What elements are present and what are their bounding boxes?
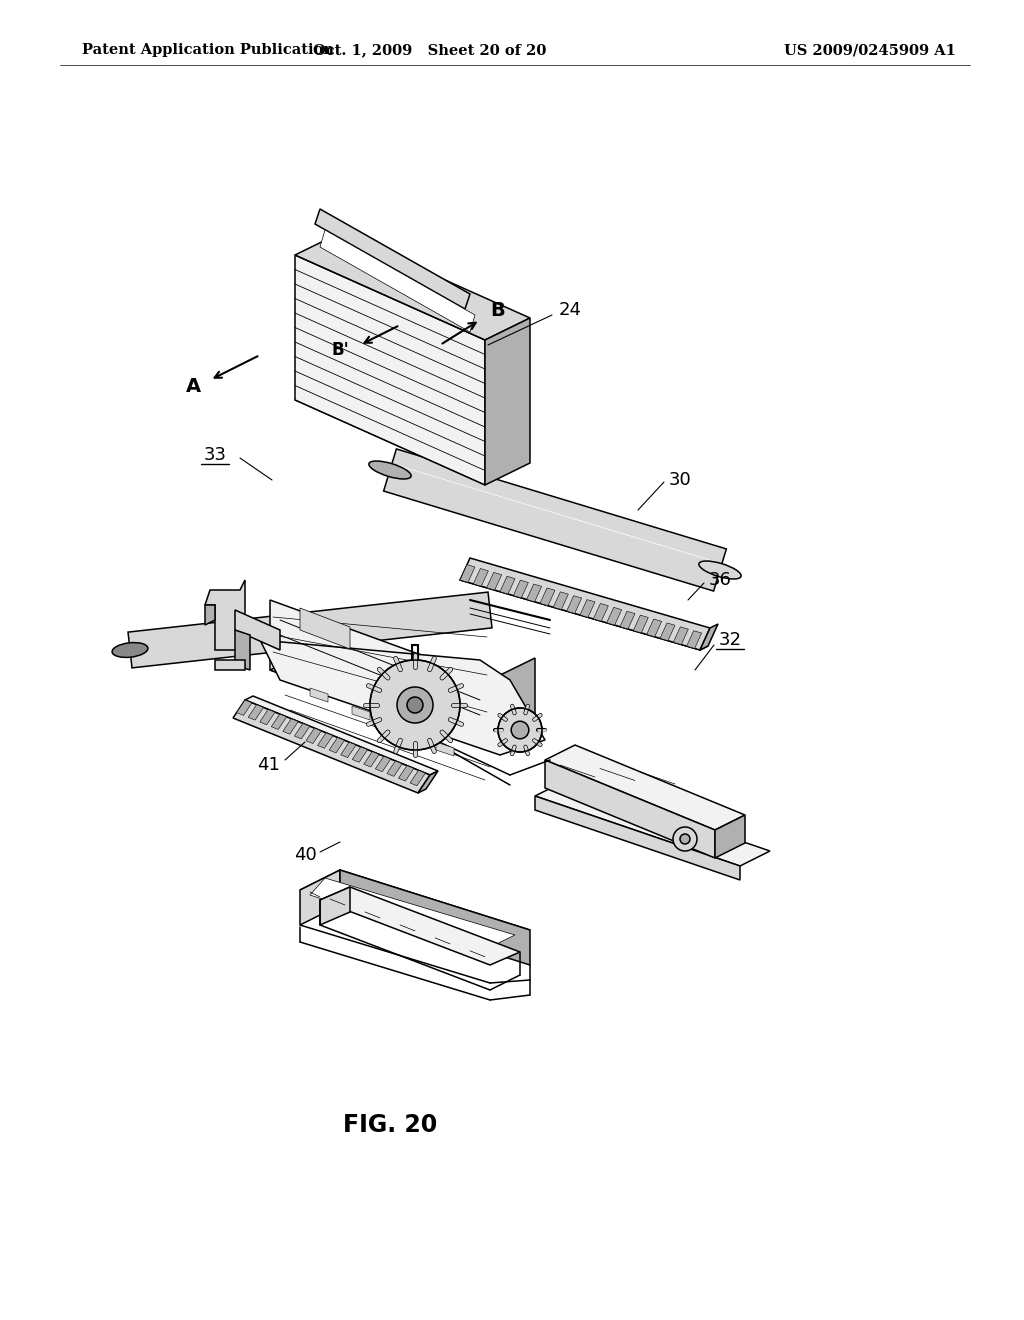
Text: 24: 24 [558,301,582,319]
Polygon shape [319,887,350,925]
Polygon shape [306,729,322,743]
Polygon shape [271,714,287,730]
Polygon shape [310,878,515,952]
Polygon shape [315,209,470,309]
Polygon shape [700,624,718,649]
Polygon shape [352,706,370,719]
Ellipse shape [112,643,147,657]
Text: 36: 36 [709,572,731,589]
Polygon shape [237,700,252,715]
Text: 30: 30 [669,471,691,488]
Polygon shape [260,709,275,725]
Polygon shape [352,747,368,762]
Polygon shape [260,640,545,755]
Circle shape [407,697,423,713]
Polygon shape [317,733,333,748]
Polygon shape [647,619,662,636]
Polygon shape [310,688,328,702]
Polygon shape [593,603,608,622]
Polygon shape [580,599,595,618]
Polygon shape [295,255,485,484]
Polygon shape [436,742,454,756]
Polygon shape [270,648,535,750]
Polygon shape [460,576,708,649]
Polygon shape [329,738,344,752]
Text: B: B [490,301,506,319]
Polygon shape [566,595,582,614]
Polygon shape [545,760,715,858]
Polygon shape [545,744,745,830]
Polygon shape [490,657,535,750]
Polygon shape [553,591,568,610]
Polygon shape [387,760,402,776]
Polygon shape [215,660,245,671]
Ellipse shape [698,561,741,579]
Polygon shape [674,627,688,644]
Polygon shape [341,742,356,758]
Polygon shape [128,593,492,668]
Polygon shape [660,623,675,640]
Text: 41: 41 [257,756,280,774]
Text: Patent Application Publication: Patent Application Publication [82,44,334,57]
Polygon shape [364,751,379,767]
Polygon shape [384,449,726,591]
Text: B': B' [331,341,349,359]
Polygon shape [234,610,280,649]
Polygon shape [410,771,425,785]
Polygon shape [460,565,475,582]
Polygon shape [233,700,430,793]
Polygon shape [248,705,263,721]
Polygon shape [500,577,515,594]
Polygon shape [205,579,245,649]
Polygon shape [295,234,530,341]
Polygon shape [295,723,309,739]
Polygon shape [283,719,298,734]
Polygon shape [460,558,710,649]
Text: US 2009/0245909 A1: US 2009/0245909 A1 [784,44,956,57]
Polygon shape [270,601,490,750]
Text: 32: 32 [719,631,741,649]
Text: Oct. 1, 2009   Sheet 20 of 20: Oct. 1, 2009 Sheet 20 of 20 [313,44,547,57]
Polygon shape [340,870,530,965]
Polygon shape [319,230,475,333]
Circle shape [511,721,528,739]
Text: 40: 40 [294,846,316,865]
Circle shape [673,828,697,851]
Circle shape [680,834,690,843]
Text: 33: 33 [204,446,226,465]
Ellipse shape [369,461,412,479]
Polygon shape [687,631,701,648]
Polygon shape [473,569,488,586]
Polygon shape [245,696,438,775]
Polygon shape [300,870,340,925]
Polygon shape [526,583,542,602]
Polygon shape [376,756,391,772]
Polygon shape [300,870,530,950]
Text: A: A [185,378,201,396]
Polygon shape [633,615,648,632]
Polygon shape [535,781,770,866]
Polygon shape [620,611,635,630]
Polygon shape [485,318,530,484]
Polygon shape [398,766,414,781]
Polygon shape [486,573,502,590]
Polygon shape [513,581,528,598]
Polygon shape [394,723,412,738]
Polygon shape [715,814,745,858]
Circle shape [498,708,542,752]
Circle shape [397,686,433,723]
Circle shape [370,660,460,750]
Text: FIG. 20: FIG. 20 [343,1113,437,1137]
Polygon shape [300,609,350,649]
Polygon shape [540,587,555,606]
Polygon shape [606,607,622,626]
Polygon shape [319,887,520,965]
Polygon shape [535,796,740,880]
Polygon shape [418,771,438,793]
Polygon shape [205,605,215,624]
Polygon shape [234,630,250,671]
